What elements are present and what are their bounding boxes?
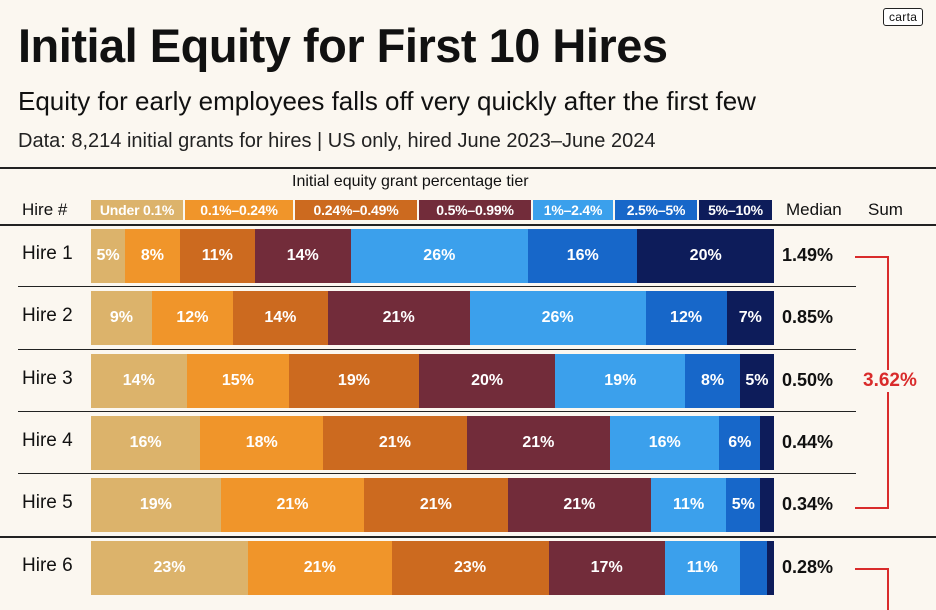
bar-segment: 23% — [91, 540, 249, 595]
bar-segment: 14% — [233, 291, 328, 346]
hire-label: Hire 5 — [22, 492, 73, 514]
legend-item: 1%–2.4% — [533, 200, 613, 220]
column-header-hire: Hire # — [22, 200, 68, 219]
bar-segment — [767, 540, 774, 595]
sum-bracket-partial — [855, 567, 889, 610]
hire-label: Hire 3 — [22, 367, 73, 389]
bar-segment: 21% — [327, 291, 470, 346]
legend-item: 0.24%–0.49% — [295, 200, 417, 220]
median-value: 0.28% — [782, 556, 834, 577]
bar-segment: 20% — [637, 229, 774, 283]
bar-segment: 21% — [364, 478, 508, 533]
row-divider — [0, 535, 936, 538]
column-header-median: Median — [786, 200, 842, 219]
bar-segment: 11% — [664, 540, 740, 595]
bar-segment: 11% — [179, 229, 255, 283]
hire-label: Hire 1 — [22, 243, 73, 264]
hire-label: Hire 6 — [22, 554, 73, 576]
chart-title: Initial Equity for First 10 Hires — [18, 19, 668, 72]
bar-segment: 8% — [125, 229, 180, 283]
bar-segment: 6% — [719, 415, 761, 470]
hire-label: Hire 2 — [22, 305, 73, 327]
median-value: 0.85% — [782, 307, 834, 328]
bar-segment: 16% — [91, 415, 201, 470]
bar-segment: 5% — [726, 478, 761, 533]
bar-segment: 12% — [645, 291, 727, 346]
bar-segment — [760, 415, 774, 470]
bar-segment: 11% — [651, 478, 727, 533]
bar-segment: 21% — [323, 415, 467, 470]
bar-segment: 15% — [186, 353, 290, 408]
header-divider — [0, 167, 936, 169]
median-value: 0.44% — [782, 431, 834, 452]
bar-segment: 19% — [91, 478, 221, 533]
legend-title: Initial equity grant percentage tier — [292, 173, 529, 190]
bar-segment: 19% — [289, 353, 419, 408]
bar-segment: 14% — [254, 229, 351, 283]
column-header-sum: Sum — [868, 200, 903, 219]
bar-segment: 5% — [739, 353, 774, 408]
sum-label: 3.62% — [861, 369, 919, 392]
legend-item: 0.5%–0.99% — [419, 200, 531, 220]
bar-segment: 9% — [91, 291, 152, 346]
bar-segment: 26% — [350, 229, 529, 283]
bar-segment: 16% — [610, 415, 720, 470]
bar-segment: 17% — [548, 540, 665, 595]
carta-logo: carta — [883, 8, 924, 26]
median-value: 0.34% — [782, 494, 834, 515]
bar-segment: 12% — [151, 291, 233, 346]
bar-segment: 7% — [726, 291, 774, 346]
median-value: 1.49% — [782, 245, 834, 265]
data-source-note: Data: 8,214 initial grants for hires | U… — [18, 130, 656, 152]
bar-segment — [739, 540, 768, 595]
legend-item: 5%–10% — [699, 200, 772, 220]
row-divider — [18, 348, 856, 350]
bar-segment: 19% — [555, 353, 686, 408]
row-divider — [18, 286, 856, 288]
bar-segment: 21% — [507, 478, 652, 533]
bar-segment: 21% — [466, 415, 611, 470]
legend-item: 0.1%–0.24% — [185, 200, 293, 220]
bar-segment: 23% — [391, 540, 549, 595]
bar-segment: 20% — [418, 353, 556, 408]
legend-item: Under 0.1% — [91, 200, 183, 220]
bar-segment: 8% — [685, 353, 740, 408]
bar-segment: 16% — [528, 229, 638, 283]
bar-segment: 21% — [248, 540, 392, 595]
median-value: 0.50% — [782, 369, 834, 390]
bar-segment — [760, 478, 774, 533]
hire-label: Hire 4 — [22, 429, 73, 451]
bar-segment: 21% — [220, 478, 365, 533]
row-divider — [18, 410, 856, 413]
bar-segment: 18% — [200, 415, 324, 470]
legend-item: 2.5%–5% — [615, 200, 697, 220]
chart-subtitle: Equity for early employees falls off ver… — [18, 86, 756, 116]
bar-segment: 26% — [469, 291, 646, 346]
bar-segment: 14% — [91, 353, 187, 408]
row-divider — [0, 224, 936, 226]
row-divider — [18, 473, 856, 475]
bar-segment: 5% — [91, 229, 126, 283]
